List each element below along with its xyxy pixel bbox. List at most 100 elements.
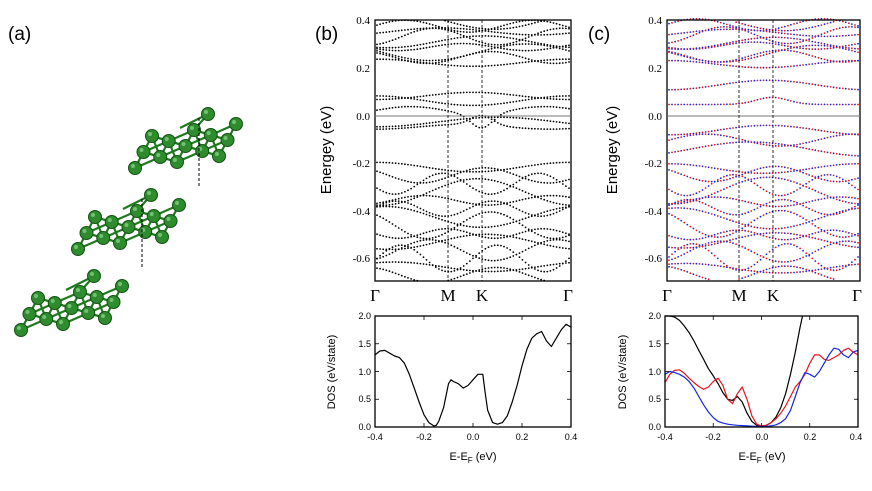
- band-point: [540, 34, 542, 36]
- band-point: [490, 200, 493, 203]
- band-point: [838, 210, 841, 213]
- band-point: [509, 48, 512, 51]
- band-point: [472, 28, 474, 31]
- band-point: [759, 55, 762, 57]
- band-point: [854, 178, 856, 180]
- band-point: [543, 240, 546, 243]
- band-point: [521, 238, 524, 241]
- band-point: [695, 33, 698, 35]
- band-point: [820, 174, 823, 177]
- band-point: [434, 188, 437, 191]
- band-point: [438, 63, 440, 66]
- band-point: [671, 258, 673, 261]
- band-point: [558, 161, 561, 164]
- band-point: [683, 200, 686, 203]
- band-point: [391, 200, 394, 203]
- band-point: [540, 128, 542, 130]
- crystal-atom-highlight: [107, 218, 112, 222]
- band-point: [552, 245, 555, 248]
- band-point: [509, 184, 512, 187]
- band-point: [808, 63, 811, 66]
- band-point: [422, 43, 425, 45]
- band-point: [838, 236, 841, 238]
- band-point: [677, 150, 679, 153]
- band-point: [431, 174, 434, 177]
- band-point: [811, 48, 814, 50]
- band-point: [741, 65, 744, 68]
- band-point: [379, 248, 381, 250]
- dos-c-xtick: -0.4: [657, 432, 673, 442]
- band-point: [509, 37, 512, 39]
- band-point: [765, 144, 768, 146]
- band-point: [388, 253, 391, 256]
- band-point: [790, 45, 792, 48]
- band-point: [379, 267, 381, 270]
- crystal-atom: [212, 149, 226, 163]
- band-point: [503, 245, 505, 248]
- band-point: [527, 267, 530, 270]
- band-point: [844, 103, 847, 106]
- band-point: [469, 272, 471, 274]
- band-point: [723, 44, 725, 47]
- band-point: [561, 95, 564, 97]
- band-point: [735, 26, 737, 28]
- band-point: [376, 257, 378, 260]
- band-point: [768, 124, 771, 127]
- band-point: [459, 248, 462, 251]
- band-point: [397, 244, 400, 247]
- band-point: [450, 228, 453, 230]
- band-point: [422, 239, 425, 242]
- band-point: [851, 26, 853, 28]
- band-point: [747, 248, 750, 251]
- band-point: [790, 144, 792, 147]
- band-point: [808, 236, 811, 238]
- band-point: [793, 50, 795, 53]
- band-point: [741, 173, 744, 176]
- band-point: [558, 23, 561, 26]
- band-point: [790, 37, 792, 40]
- band-point: [459, 30, 462, 33]
- band-point: [555, 161, 558, 164]
- band-point: [671, 41, 673, 44]
- band-point: [493, 35, 496, 38]
- band-point: [391, 248, 394, 251]
- band-b-ytick: 0.2: [356, 63, 370, 75]
- band-point: [802, 256, 804, 259]
- band-point: [469, 217, 471, 220]
- band-point: [565, 98, 567, 101]
- band-point: [459, 229, 462, 232]
- band-point: [509, 167, 512, 170]
- band-point: [428, 100, 431, 103]
- band-point: [546, 119, 549, 122]
- band-point: [524, 165, 527, 168]
- band-point: [394, 125, 397, 128]
- band-point: [496, 244, 499, 247]
- band-point: [692, 177, 695, 180]
- band-point: [811, 35, 814, 37]
- band-point: [509, 204, 512, 207]
- band-point: [680, 32, 683, 35]
- band-point: [686, 88, 689, 90]
- band-point: [735, 213, 737, 216]
- band-point: [565, 195, 567, 198]
- band-point: [774, 36, 777, 39]
- band-point: [799, 47, 801, 49]
- band-point: [469, 253, 471, 256]
- band-point: [829, 174, 832, 176]
- band-point: [385, 46, 388, 49]
- band-point: [747, 141, 750, 143]
- band-point: [716, 28, 719, 31]
- band-point: [394, 200, 397, 203]
- band-point: [680, 173, 683, 176]
- band-point: [851, 240, 853, 243]
- band-point: [719, 260, 722, 262]
- band-point: [719, 83, 722, 86]
- band-point: [558, 27, 561, 30]
- band-point: [851, 47, 853, 50]
- band-point: [503, 63, 505, 66]
- band-point: [783, 25, 786, 28]
- band-point: [441, 233, 443, 236]
- band-point: [416, 98, 419, 101]
- band-point: [391, 30, 394, 33]
- band-point: [441, 109, 443, 111]
